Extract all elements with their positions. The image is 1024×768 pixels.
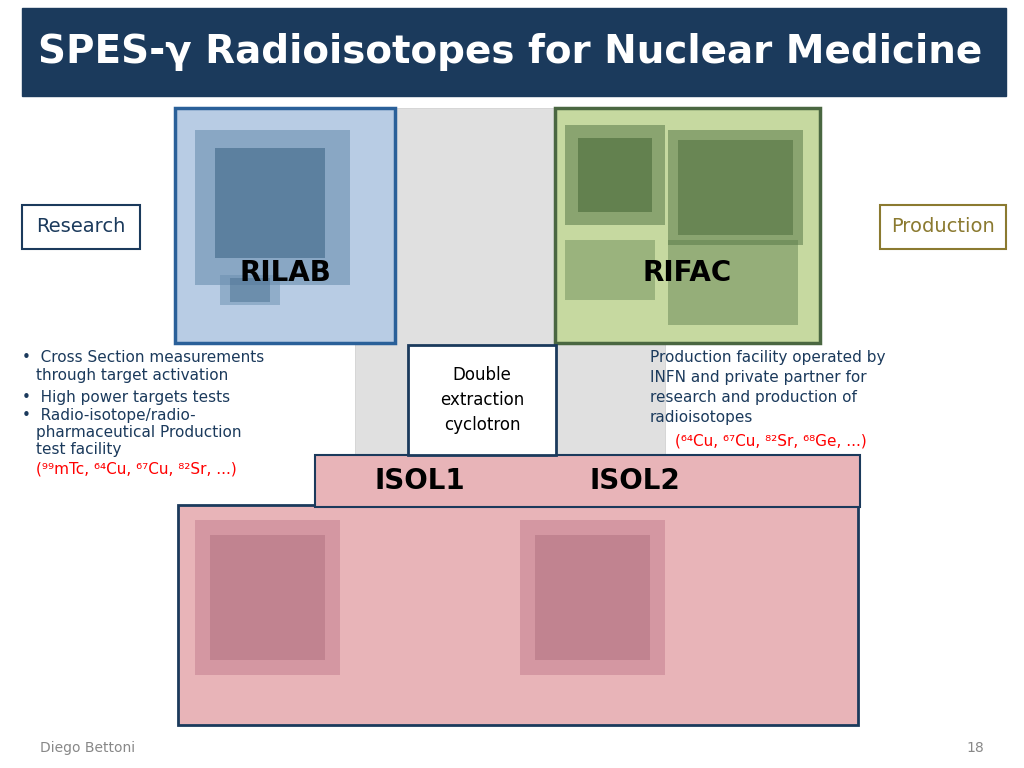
Text: research and production of: research and production of	[650, 390, 857, 405]
Text: ISOL2: ISOL2	[590, 467, 680, 495]
Bar	[230, 278, 270, 302]
Bar	[210, 535, 325, 660]
Text: SPES-γ Radioisotopes for Nuclear Medicine: SPES-γ Radioisotopes for Nuclear Medicin…	[38, 33, 982, 71]
Text: RIFAC: RIFAC	[643, 259, 732, 287]
Bar	[535, 535, 650, 660]
Bar	[555, 108, 820, 343]
Text: pharmaceutical Production: pharmaceutical Production	[36, 425, 242, 440]
Text: Research: Research	[36, 217, 126, 237]
Bar	[195, 520, 340, 675]
Bar	[315, 455, 860, 507]
Bar	[195, 130, 350, 285]
Text: •  Cross Section measurements: • Cross Section measurements	[22, 350, 264, 365]
Bar	[565, 125, 665, 225]
Text: test facility: test facility	[36, 442, 122, 457]
Text: RILAB: RILAB	[239, 259, 331, 287]
Bar	[220, 275, 280, 305]
Text: Production: Production	[891, 217, 995, 237]
Bar	[668, 130, 803, 245]
Bar	[565, 240, 655, 300]
Bar	[215, 148, 325, 258]
Text: (⁹⁹mTc, ⁶⁴Cu, ⁶⁷Cu, ⁸²Sr, ...): (⁹⁹mTc, ⁶⁴Cu, ⁶⁷Cu, ⁸²Sr, ...)	[36, 462, 237, 477]
Text: •  Radio-isotope/radio-: • Radio-isotope/radio-	[22, 408, 196, 423]
Text: Double
extraction
cyclotron: Double extraction cyclotron	[440, 366, 524, 434]
Text: (⁶⁴Cu, ⁶⁷Cu, ⁸²Sr, ⁶⁸Ge, ...): (⁶⁴Cu, ⁶⁷Cu, ⁸²Sr, ⁶⁸Ge, ...)	[675, 434, 866, 449]
Text: Production facility operated by: Production facility operated by	[650, 350, 886, 365]
Text: Diego Bettoni: Diego Bettoni	[40, 741, 135, 755]
Bar	[22, 8, 1006, 96]
Bar	[408, 345, 556, 455]
Bar	[355, 108, 665, 463]
Text: ISOL1: ISOL1	[375, 467, 465, 495]
Text: 18: 18	[967, 741, 984, 755]
Bar	[678, 140, 793, 235]
Text: through target activation: through target activation	[36, 368, 228, 383]
Bar	[880, 205, 1006, 249]
Bar	[175, 108, 395, 343]
Bar	[668, 240, 798, 325]
Text: •  High power targets tests: • High power targets tests	[22, 390, 230, 405]
Text: radioisotopes: radioisotopes	[650, 410, 754, 425]
Bar	[22, 205, 140, 249]
Bar	[578, 138, 652, 212]
Text: INFN and private partner for: INFN and private partner for	[650, 370, 866, 385]
Bar	[520, 520, 665, 675]
Bar	[178, 505, 858, 725]
